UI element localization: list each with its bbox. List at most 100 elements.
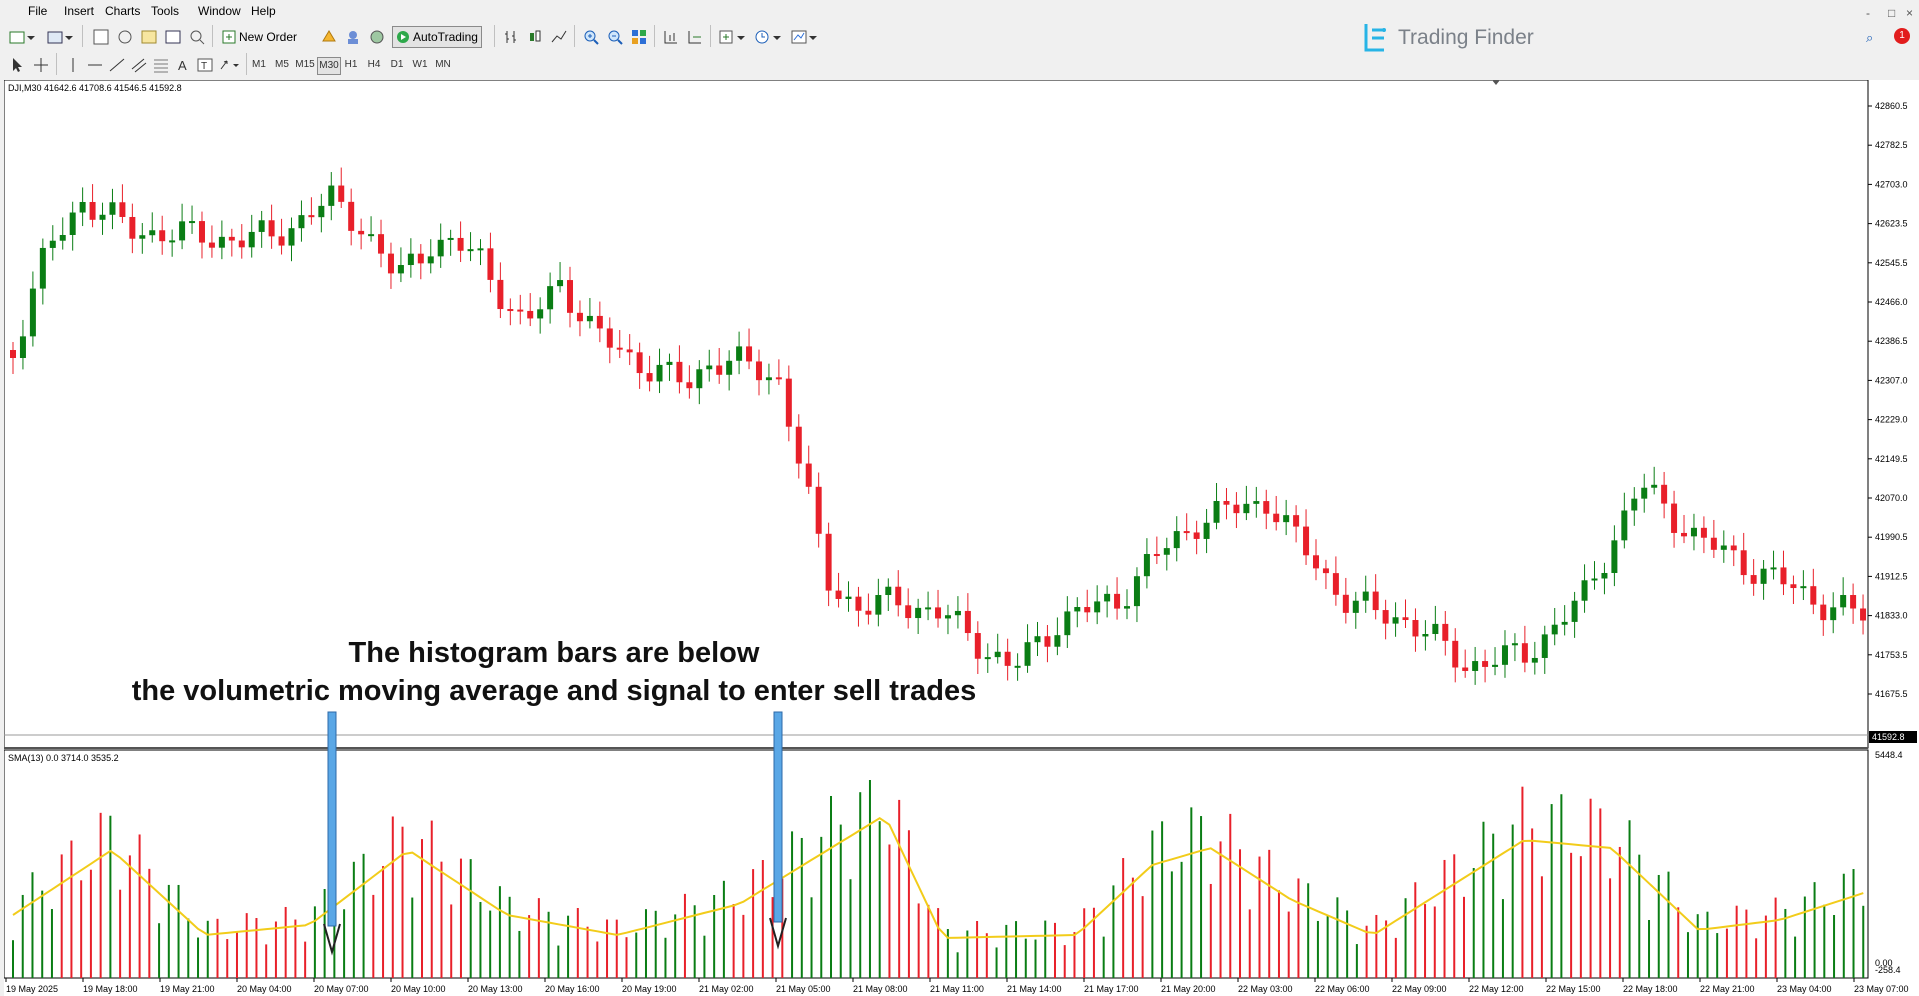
candle-body: [447, 237, 454, 240]
candle-body: [1720, 545, 1727, 550]
timeframe-m1[interactable]: M1: [252, 59, 266, 70]
new-chart-icon[interactable]: [6, 26, 40, 48]
metaeditor-icon[interactable]: [318, 26, 340, 48]
new-order-button[interactable]: New Order: [218, 26, 301, 48]
auto-scroll-icon[interactable]: [684, 26, 706, 48]
zoom-out-icon[interactable]: [604, 26, 626, 48]
line-chart-icon[interactable]: [548, 26, 570, 48]
menu-tools[interactable]: Tools: [151, 4, 180, 18]
indicator-tick-label: -258.4: [1875, 965, 1901, 975]
candle-body: [149, 230, 156, 236]
menu-help[interactable]: Help: [251, 4, 276, 18]
histogram-bar: [859, 792, 862, 978]
candle-body: [1024, 642, 1031, 666]
horizontal-line-icon[interactable]: [84, 54, 106, 76]
notification-badge[interactable]: 1: [1894, 28, 1910, 44]
trendline-icon[interactable]: [106, 54, 128, 76]
vertical-line-icon[interactable]: [62, 54, 84, 76]
histogram-bar: [421, 839, 424, 978]
timeframe-d1[interactable]: D1: [390, 59, 404, 70]
histogram-bar: [761, 860, 764, 978]
price-tick-label: 42466.0: [1875, 297, 1908, 307]
price-tick-label: 42070.0: [1875, 493, 1908, 503]
histogram-bar: [1307, 883, 1310, 978]
histogram-bar: [1258, 856, 1261, 978]
histogram-bar: [1453, 854, 1456, 978]
menu-insert[interactable]: Insert: [64, 4, 95, 18]
histogram-bar: [1745, 909, 1748, 978]
signals-icon[interactable]: [342, 26, 364, 48]
timeframe-m5[interactable]: M5: [275, 59, 289, 70]
fibonacci-icon[interactable]: [150, 54, 172, 76]
menu-charts[interactable]: Charts: [105, 4, 141, 18]
cursor-icon[interactable]: [6, 54, 28, 76]
candle-body: [686, 382, 693, 389]
timeframe-h4[interactable]: H4: [367, 59, 381, 70]
histogram-bar: [1034, 939, 1037, 978]
histogram-bar: [1404, 898, 1407, 978]
menu-file[interactable]: File: [28, 4, 48, 18]
indicator-tick-label: 5448.4: [1875, 750, 1903, 760]
histogram-bar: [995, 947, 998, 978]
time-axis-label: 23 May 04:00: [1777, 984, 1832, 994]
histogram-bar: [187, 918, 190, 978]
histogram-bar: [1638, 854, 1641, 978]
channel-icon[interactable]: [128, 54, 150, 76]
candle-body: [935, 607, 942, 619]
menu-window[interactable]: Window: [198, 4, 241, 18]
timeframe-w1[interactable]: W1: [412, 59, 428, 70]
templates-icon[interactable]: [788, 26, 822, 48]
candle-body: [1750, 575, 1757, 584]
market-watch-icon[interactable]: [90, 26, 112, 48]
candlestick-icon[interactable]: [524, 26, 546, 48]
histogram-bar: [50, 909, 53, 978]
candle-body: [1710, 537, 1717, 550]
terminal-icon[interactable]: [162, 26, 184, 48]
timeframe-m30[interactable]: M30: [317, 57, 341, 75]
search-icon[interactable]: ⌕: [1866, 30, 1874, 45]
histogram-bar: [255, 918, 258, 978]
periods-icon[interactable]: [752, 26, 786, 48]
text-label-icon[interactable]: T: [194, 54, 216, 76]
candle-body: [835, 590, 842, 599]
candle-body: [507, 309, 514, 312]
histogram-bar: [1686, 932, 1689, 978]
histogram-bar: [265, 944, 268, 978]
navigator-icon[interactable]: [138, 26, 160, 48]
chart-canvas[interactable]: 42860.5 42782.5 42703.0 42623.5 42545.5 42466…: [4, 80, 1919, 996]
candle-body: [765, 377, 772, 381]
close-button[interactable]: ×: [1906, 6, 1914, 20]
autotrading-button[interactable]: AutoTrading: [392, 26, 482, 48]
chart-shift-icon[interactable]: [660, 26, 682, 48]
market-icon[interactable]: [366, 26, 388, 48]
indicators-icon[interactable]: [716, 26, 750, 48]
histogram-bar: [1550, 804, 1553, 978]
histogram-bar: [1725, 928, 1728, 978]
zoom-in-icon[interactable]: [580, 26, 602, 48]
strategy-tester-icon[interactable]: [186, 26, 208, 48]
timeframe-mn[interactable]: MN: [435, 59, 451, 70]
crosshair-icon[interactable]: [30, 54, 52, 76]
bar-chart-icon[interactable]: [500, 26, 522, 48]
histogram-bar: [683, 893, 686, 978]
chart-window[interactable]: 42860.5 42782.5 42703.0 42623.5 42545.5 42466…: [4, 80, 1919, 996]
profiles-icon[interactable]: [44, 26, 78, 48]
data-window-icon[interactable]: [114, 26, 136, 48]
restore-button[interactable]: □: [1888, 6, 1896, 20]
candle-body: [1432, 623, 1439, 635]
candle-body: [1084, 607, 1091, 613]
candle-body: [308, 215, 315, 218]
annotation-line-2: the volumetric moving average and signal…: [132, 675, 976, 707]
text-icon[interactable]: A: [172, 54, 194, 76]
histogram-bar: [274, 921, 277, 978]
candle-body: [1820, 604, 1827, 621]
tile-windows-icon[interactable]: [628, 26, 650, 48]
candle-body: [1372, 591, 1379, 611]
arrows-icon[interactable]: [216, 54, 244, 76]
volume-sma-line: [12, 817, 1864, 939]
candle-body: [1263, 501, 1270, 514]
minimize-button[interactable]: -: [1866, 6, 1870, 20]
histogram-bar: [1180, 861, 1183, 978]
timeframe-m15[interactable]: M15: [295, 59, 315, 70]
timeframe-h1[interactable]: H1: [344, 59, 358, 70]
